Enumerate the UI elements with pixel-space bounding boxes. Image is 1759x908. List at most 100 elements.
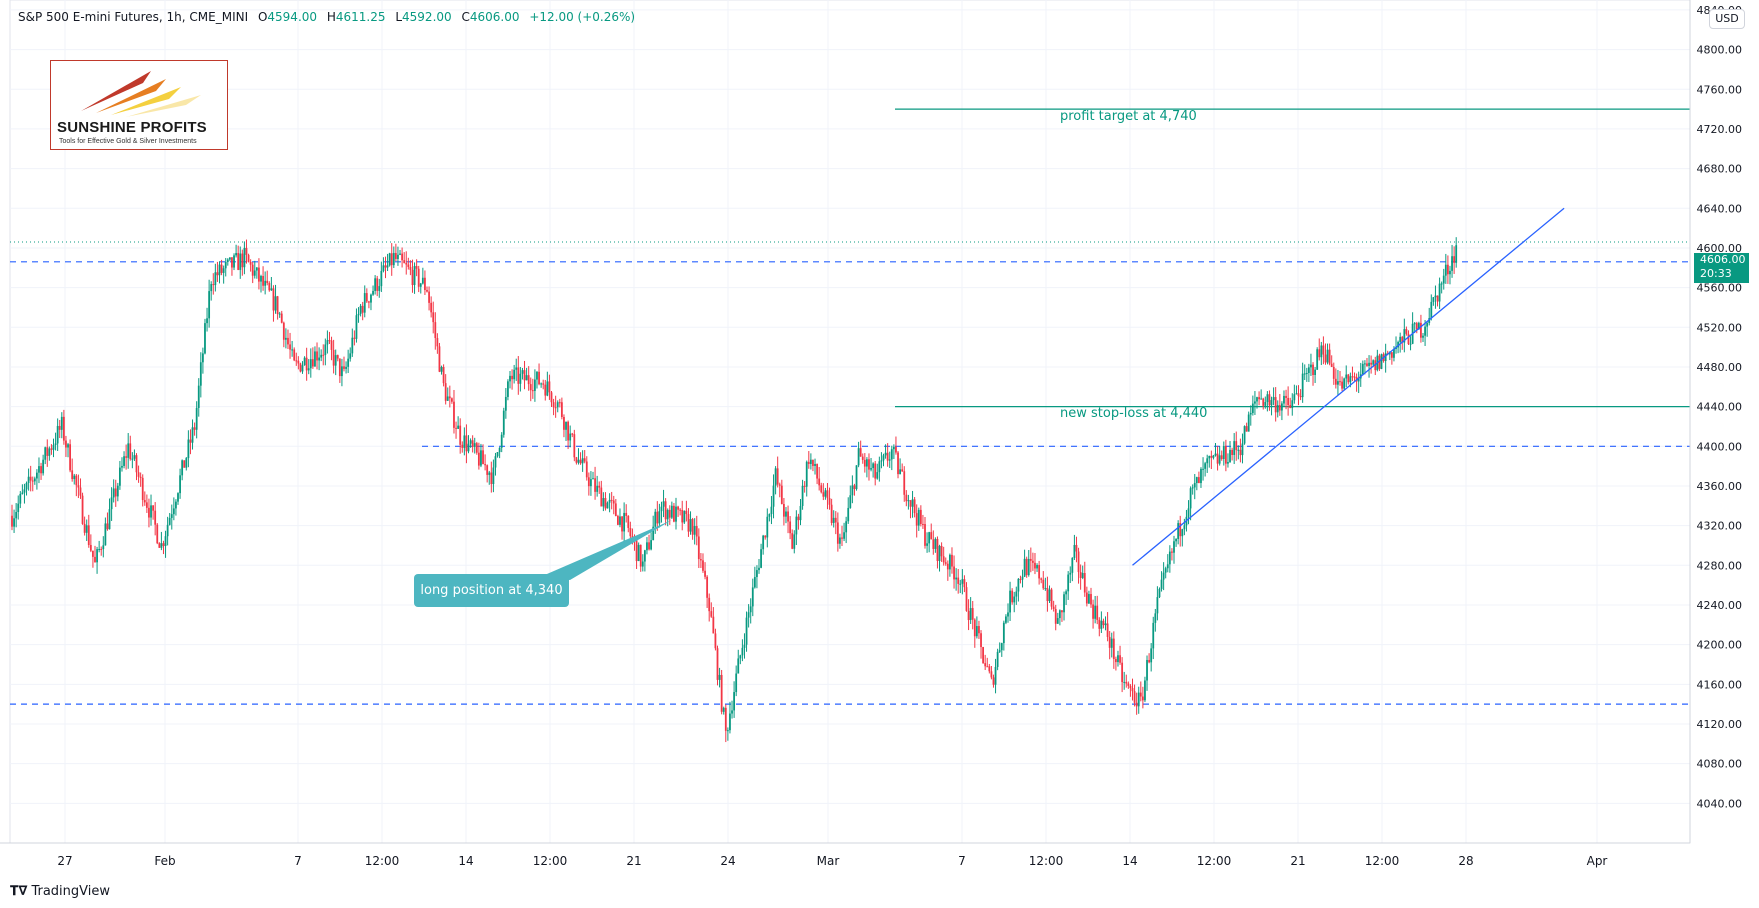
candle-body <box>1295 393 1298 395</box>
candle <box>953 555 955 589</box>
candle-body <box>202 353 204 363</box>
candle-body <box>135 455 138 473</box>
candle-body <box>247 254 250 262</box>
candle-body <box>1274 397 1277 413</box>
candle <box>733 681 735 718</box>
candle <box>1314 366 1316 383</box>
candle <box>600 480 603 507</box>
tradingview-logo[interactable]: 𝐓∇ TradingView <box>10 884 110 899</box>
candle <box>11 504 13 531</box>
candle <box>716 645 719 686</box>
candle <box>210 281 213 301</box>
candle-body <box>812 459 814 466</box>
currency-button[interactable]: USD <box>1709 9 1745 29</box>
candle <box>955 568 958 591</box>
candle <box>1318 338 1321 361</box>
candle <box>1065 589 1067 605</box>
candle <box>455 421 457 439</box>
candle-body <box>1384 353 1387 361</box>
long-position-callout[interactable]: long position at 4,340 <box>414 574 569 607</box>
candle-body <box>270 288 273 291</box>
change-value: +12.00 (+0.26%) <box>529 10 636 24</box>
candle-body <box>1204 463 1207 469</box>
candle <box>428 286 430 311</box>
candle <box>675 497 677 530</box>
candle-body <box>890 449 893 460</box>
candle-body <box>208 291 211 319</box>
candle-body <box>1341 381 1343 389</box>
candle <box>828 487 831 510</box>
candle <box>1293 384 1296 404</box>
candle-body <box>110 497 113 510</box>
candle-body <box>1403 329 1406 343</box>
candle-body <box>718 674 721 680</box>
candle <box>448 385 451 408</box>
candle <box>791 529 794 550</box>
candle <box>1337 369 1339 396</box>
candle-body <box>1139 692 1142 697</box>
candle <box>1034 552 1036 575</box>
candle <box>1025 556 1028 578</box>
candle <box>749 598 752 624</box>
candle <box>712 607 715 634</box>
candle-body <box>264 280 267 286</box>
candle-body <box>1146 659 1148 681</box>
candle-body <box>1262 398 1265 406</box>
candle-body <box>357 313 360 316</box>
candle-body <box>1260 398 1263 400</box>
candle <box>137 465 140 483</box>
candle-body <box>1349 376 1352 383</box>
candle-body <box>903 471 906 495</box>
candle <box>959 579 962 594</box>
candle-body <box>822 492 825 497</box>
candle-body <box>177 493 179 502</box>
candle <box>536 371 538 389</box>
candle <box>581 450 584 472</box>
candle-body <box>1025 558 1028 576</box>
candle-body <box>1214 453 1217 456</box>
candle-body <box>1050 589 1053 607</box>
candle-body <box>62 416 65 441</box>
candle-body <box>463 435 466 448</box>
candle-body <box>436 338 439 347</box>
candle <box>876 463 879 480</box>
candle-body <box>554 407 557 409</box>
candle <box>1088 590 1090 605</box>
candle <box>1177 520 1180 545</box>
candle <box>241 249 244 276</box>
candle-body <box>1409 343 1412 345</box>
candle-body <box>619 516 621 525</box>
candle <box>722 706 725 715</box>
candle-body <box>1009 590 1011 613</box>
candle-body <box>706 576 709 598</box>
candle-body <box>1137 692 1140 707</box>
candle-body <box>1000 643 1003 651</box>
candle-body <box>1015 591 1018 597</box>
candle <box>1038 560 1041 585</box>
candle <box>463 427 466 456</box>
candle-body <box>133 455 136 459</box>
candle <box>1299 389 1302 401</box>
candle-body <box>415 266 418 269</box>
candle-body <box>11 515 13 527</box>
candle <box>990 665 993 680</box>
candle-body <box>1102 620 1105 626</box>
candle-body <box>710 611 713 617</box>
candle <box>662 489 665 518</box>
candle-body <box>482 450 484 465</box>
price-tick-label: 4160.00 <box>1697 678 1743 691</box>
candle <box>152 505 154 520</box>
candle-body <box>1202 468 1204 470</box>
candle-body <box>413 266 416 286</box>
candle <box>1262 397 1265 410</box>
candle <box>1243 425 1246 445</box>
candle <box>1266 391 1269 412</box>
candle-body <box>610 499 613 501</box>
candle-body <box>614 503 617 516</box>
candle <box>46 439 49 467</box>
candle <box>1044 577 1047 591</box>
candle-body <box>583 458 586 462</box>
symbol-header[interactable]: S&P 500 E-mini Futures, 1h, CME_MINI O45… <box>18 10 641 24</box>
candle <box>1019 575 1022 584</box>
